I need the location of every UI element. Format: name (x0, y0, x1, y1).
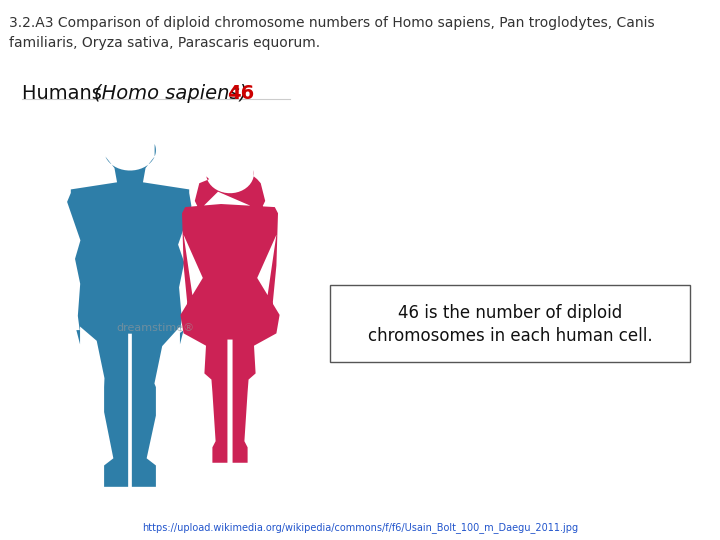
Text: chromosomes in each human cell.: chromosomes in each human cell. (368, 327, 652, 345)
Text: 3.2.A3 Comparison of diploid chromosome numbers of Homo sapiens, Pan troglodytes: 3.2.A3 Comparison of diploid chromosome … (9, 16, 654, 50)
Text: https://upload.wikimedia.org/wikipedia/commons/f/f6/Usain_Bolt_100_m_Daegu_2011.: https://upload.wikimedia.org/wikipedia/c… (142, 522, 578, 534)
Polygon shape (181, 170, 279, 463)
Text: (Homo sapiens): (Homo sapiens) (94, 84, 247, 104)
Text: dreamstime®: dreamstime® (116, 323, 194, 333)
FancyBboxPatch shape (330, 285, 690, 362)
Text: 46: 46 (227, 84, 254, 104)
Polygon shape (67, 144, 192, 487)
Text: 46 is the number of diploid: 46 is the number of diploid (398, 303, 622, 322)
Text: Humans: Humans (22, 84, 108, 104)
